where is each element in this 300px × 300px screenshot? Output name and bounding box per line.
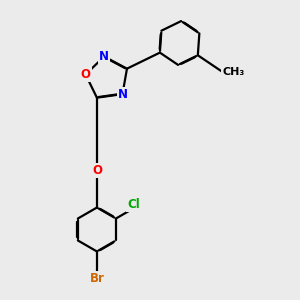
Text: O: O: [92, 164, 102, 177]
Text: CH₃: CH₃: [222, 67, 244, 77]
Text: N: N: [99, 50, 109, 63]
Text: Br: Br: [89, 272, 104, 285]
Text: O: O: [81, 68, 91, 81]
Text: N: N: [118, 88, 128, 100]
Text: Cl: Cl: [127, 198, 140, 211]
